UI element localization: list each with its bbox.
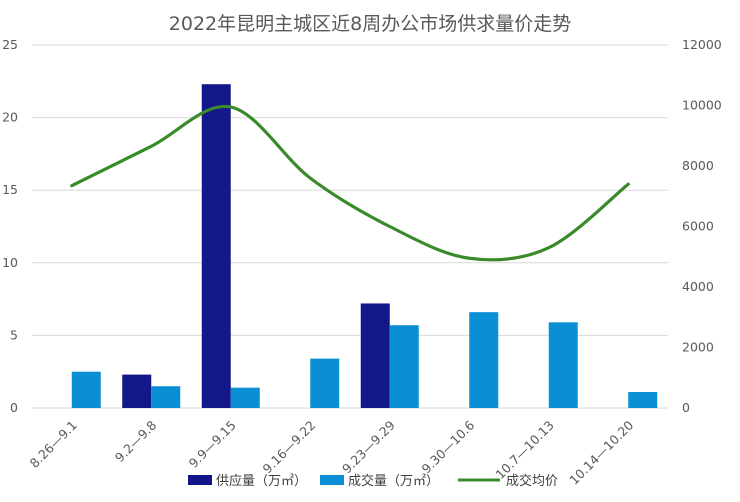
left-tick-label: 0 [10, 400, 18, 415]
x-tick-label: 9.16—9.22 [260, 418, 319, 477]
x-tick-label: 9.23—9.29 [339, 417, 398, 476]
legend-swatch [188, 475, 212, 485]
bar-transaction [151, 386, 181, 408]
x-tick-label: 10.14—10.20 [566, 417, 636, 487]
price-line [70, 104, 630, 262]
bar-transaction [548, 322, 578, 408]
x-tick-label: 10.7—10.13 [492, 418, 556, 482]
right-tick-label: 12000 [682, 37, 722, 52]
left-tick-label: 20 [2, 110, 18, 125]
bar-supply [122, 374, 152, 408]
bar-transaction [71, 371, 101, 408]
bar-supply [360, 303, 390, 408]
bar-transaction [628, 392, 658, 408]
legend-label: 成交量（万㎡） [348, 473, 439, 489]
right-tick-label: 8000 [682, 158, 714, 173]
bar-transaction [469, 312, 499, 408]
x-tick-label: 9.9—9.15 [186, 418, 239, 471]
left-tick-label: 5 [10, 327, 18, 342]
bar-transaction [230, 387, 260, 408]
legend-swatch [320, 475, 344, 485]
right-tick-label: 2000 [682, 340, 714, 355]
price-line-path [70, 104, 630, 262]
legend-label: 成交均价 [506, 473, 558, 489]
bar-supply [201, 84, 231, 408]
x-tick-label: 8.26—9.1 [27, 418, 80, 471]
legend: 供应量（万㎡） 成交量（万㎡） 成交均价 [188, 473, 558, 489]
left-tick-label: 10 [2, 255, 18, 270]
bar-transaction [389, 325, 419, 408]
chart-title: 2022年昆明主城区近8周办公市场供求量价走势 [169, 13, 571, 35]
left-axis: 0 5 10 15 20 25 [2, 37, 18, 415]
right-axis: 0 2000 4000 6000 8000 10000 12000 [682, 37, 722, 415]
right-tick-label: 6000 [682, 219, 714, 234]
right-tick-label: 4000 [682, 279, 714, 294]
bar-transaction [310, 358, 340, 408]
x-tick-label: 9.2—9.8 [112, 417, 160, 465]
left-tick-label: 15 [2, 182, 18, 197]
bars [71, 84, 658, 408]
right-tick-label: 10000 [682, 98, 722, 113]
right-tick-label: 0 [682, 400, 690, 415]
legend-label: 供应量（万㎡） [216, 473, 307, 489]
x-tick-label: 9.30—10.6 [419, 417, 478, 476]
left-tick-label: 25 [2, 37, 18, 52]
